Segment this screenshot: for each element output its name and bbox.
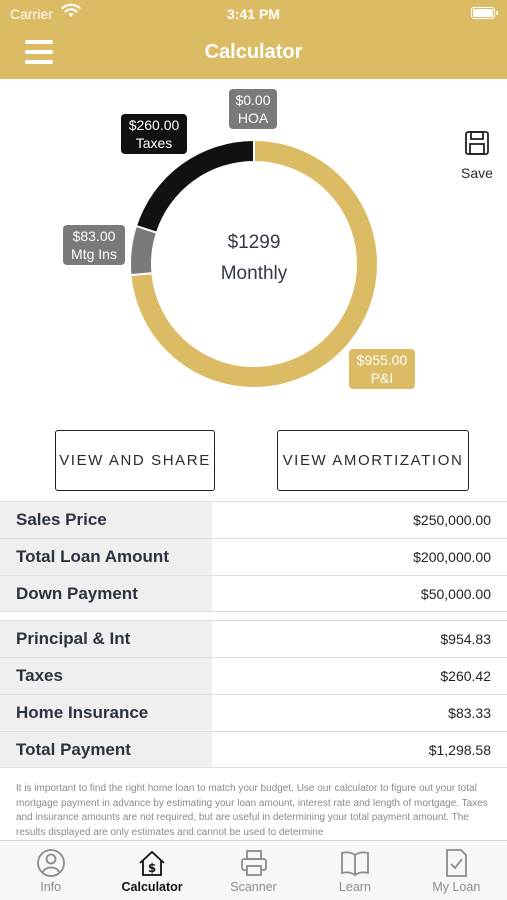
taxes-amount: $260.00 xyxy=(128,117,180,133)
row-label: Taxes xyxy=(0,658,212,694)
table-row: Total Payment $1,298.58 xyxy=(0,731,507,768)
tab-calculator[interactable]: $ Calculator xyxy=(101,841,202,900)
row-label: Total Loan Amount xyxy=(0,539,212,575)
wifi-icon xyxy=(61,3,81,24)
donut-chart xyxy=(129,138,379,389)
battery-icon xyxy=(471,7,498,19)
donut-slice-taxes xyxy=(134,138,255,234)
table-row: Down Payment $50,000.00 xyxy=(0,575,507,612)
monthly-label: Monthly xyxy=(220,263,288,284)
hoa-amount: $0.00 xyxy=(235,92,271,108)
mtg-ins-amount: $83.00 xyxy=(72,228,116,244)
tab-bar: Info $ Calculator Scanner Learn My Loan xyxy=(0,840,507,900)
tab-info[interactable]: Info xyxy=(0,841,101,900)
table-row: Sales Price $250,000.00 xyxy=(0,501,507,538)
hamburger-menu-icon[interactable] xyxy=(25,40,53,64)
tab-label: My Loan xyxy=(432,880,481,894)
donut-slice-mtg_ins xyxy=(129,224,159,277)
document-check-icon xyxy=(446,849,468,877)
row-value: $200,000.00 xyxy=(413,549,491,565)
table-row: Total Loan Amount $200,000.00 xyxy=(0,538,507,575)
row-label: Down Payment xyxy=(0,576,212,611)
open-book-icon xyxy=(341,851,369,877)
page-title: Calculator xyxy=(204,41,303,63)
tab-my-loan[interactable]: My Loan xyxy=(406,841,507,900)
pi-amount: $955.00 xyxy=(356,352,408,368)
view-and-share-button[interactable]: VIEW AND SHARE xyxy=(55,430,215,491)
row-value: $250,000.00 xyxy=(413,512,491,528)
row-value: $954.83 xyxy=(440,631,491,647)
monthly-amount: $1299 xyxy=(227,232,281,253)
printer-icon xyxy=(240,850,267,876)
pi-bubble: $955.00 P&I xyxy=(349,349,415,389)
clock: 3:41 PM xyxy=(227,6,280,22)
row-value: $1,298.58 xyxy=(428,742,491,758)
view-amortization-button[interactable]: VIEW AMORTIZATION xyxy=(277,430,469,491)
taxes-bubble: $260.00 Taxes xyxy=(121,114,187,154)
floppy-disk-icon xyxy=(465,131,489,155)
payment-breakdown-table: Principal & Int $954.83 Taxes $260.42 Ho… xyxy=(0,620,507,768)
donut-slice-pi xyxy=(129,138,379,389)
pi-label: P&I xyxy=(370,370,394,386)
row-value: $260.42 xyxy=(440,668,491,684)
hoa-bubble: $0.00 HOA xyxy=(229,89,277,129)
table-row: Principal & Int $954.83 xyxy=(0,620,507,657)
tab-label: Scanner xyxy=(230,880,277,894)
mtg-ins-label: Mtg Ins xyxy=(71,246,117,262)
payment-chart: $1299 Monthly $0.00 HOA $260.00 Taxes $8… xyxy=(0,79,507,419)
mtg-ins-bubble: $83.00 Mtg Ins xyxy=(63,225,125,265)
hoa-label: HOA xyxy=(237,110,269,126)
row-value: $50,000.00 xyxy=(420,586,491,602)
row-value: $83.33 xyxy=(448,705,491,721)
table-row: Home Insurance $83.33 xyxy=(0,694,507,731)
save-label: Save xyxy=(461,165,493,181)
row-label: Home Insurance xyxy=(0,695,212,731)
person-circle-icon xyxy=(36,849,65,877)
row-label: Sales Price xyxy=(0,502,212,538)
status-bar: Carrier 3:41 PM xyxy=(0,0,507,28)
tab-label: Info xyxy=(40,880,62,894)
house-dollar-icon: $ xyxy=(139,850,165,876)
disclaimer-text: It is important to find the right home l… xyxy=(16,783,488,838)
row-label: Principal & Int xyxy=(0,621,212,657)
taxes-label: Taxes xyxy=(135,135,173,151)
tab-learn[interactable]: Learn xyxy=(304,841,405,900)
table-row: Taxes $260.42 xyxy=(0,657,507,694)
tab-label: Learn xyxy=(338,880,371,894)
nav-bar: Calculator xyxy=(0,28,507,79)
save-button[interactable]: Save xyxy=(457,130,497,181)
loan-details-table: Sales Price $250,000.00 Total Loan Amoun… xyxy=(0,501,507,612)
tab-scanner[interactable]: Scanner xyxy=(203,841,304,900)
row-label: Total Payment xyxy=(0,732,212,767)
svg-text:$: $ xyxy=(148,861,156,875)
tab-label: Calculator xyxy=(121,880,183,894)
carrier-label: Carrier xyxy=(10,6,53,22)
